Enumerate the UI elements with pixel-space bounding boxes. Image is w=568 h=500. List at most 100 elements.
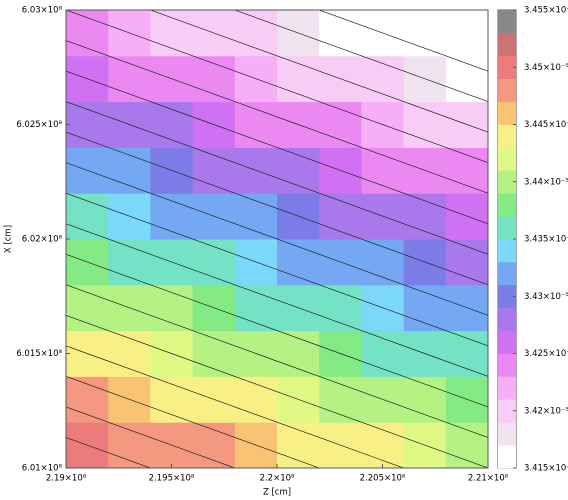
colorbar-tick-label: 3.445×10⁻⁵ <box>524 120 568 130</box>
heat-cell <box>319 10 362 57</box>
colorbar-band <box>498 239 516 263</box>
heat-cell <box>150 193 194 240</box>
heat-cell <box>361 239 405 286</box>
colorbar-band <box>498 284 516 308</box>
heat-cell <box>361 147 405 194</box>
heat-cell <box>403 284 447 332</box>
y-tick-label: 6.01×10⁸ <box>22 464 63 474</box>
heat-cell <box>277 239 320 286</box>
x-tick-label: 2.2×10⁸ <box>260 474 295 484</box>
colorbar-band <box>498 376 516 400</box>
colorbar-band <box>498 216 516 240</box>
heat-cell <box>403 376 447 423</box>
heat-cell <box>403 101 447 148</box>
heat-cell <box>192 55 236 103</box>
colorbar-tick-label: 3.415×10⁻⁵ <box>524 464 568 474</box>
contour-line <box>149 10 488 133</box>
contour-line <box>66 10 488 164</box>
contour-line <box>233 10 488 102</box>
contour-line <box>66 314 488 468</box>
colorbar-band <box>498 78 516 102</box>
heat-cell <box>66 193 109 240</box>
heat-cell <box>192 422 236 468</box>
heat-cell <box>108 239 151 286</box>
heat-cell <box>192 330 236 377</box>
heat-cell <box>66 284 109 332</box>
y-tick-label: 6.015×10⁸ <box>16 349 62 359</box>
colorbar-tick-label: 3.43×10⁻⁵ <box>524 292 568 302</box>
heat-cell <box>445 422 488 468</box>
y-axis-label: X [cm] <box>4 225 14 253</box>
y-tick-label: 6.025×10⁸ <box>16 120 62 130</box>
colorbar-band <box>498 147 516 171</box>
heat-cell <box>108 422 151 468</box>
colorbar-band <box>498 124 516 148</box>
colorbar-band <box>498 353 516 377</box>
heat-cell <box>150 376 194 423</box>
heat-cell <box>108 147 151 194</box>
colorbar-tick-label: 3.42×10⁻⁵ <box>524 406 568 416</box>
heat-cell <box>277 55 320 103</box>
y-tick-label: 6.03×10⁸ <box>22 6 63 16</box>
colorbar-band <box>498 32 516 57</box>
heat-cell <box>445 330 488 377</box>
colorbar-band <box>498 55 516 79</box>
heat-cell <box>445 147 488 194</box>
x-tick-label: 2.21×10⁸ <box>468 474 509 484</box>
colorbar-tick-label: 3.45×10⁻⁵ <box>524 63 568 73</box>
heat-cell <box>192 239 236 286</box>
heat-cell <box>403 193 447 240</box>
heat-cell <box>319 376 362 423</box>
colorbar-tick-label: 3.435×10⁻⁵ <box>524 235 568 245</box>
heat-cell <box>445 239 488 286</box>
heat-cell <box>361 330 405 377</box>
colorbar-tick-label: 3.44×10⁻⁵ <box>524 177 568 187</box>
heat-cell <box>445 10 488 57</box>
x-tick-label: 2.19×10⁸ <box>46 474 87 484</box>
colorbar-band <box>498 10 516 34</box>
contour-line <box>66 345 405 468</box>
heat-cell <box>108 330 151 377</box>
heat-cell <box>192 147 236 194</box>
colorbar-band <box>498 399 516 423</box>
colorbar-band <box>498 261 516 286</box>
colorbar-tick-label: 3.425×10⁻⁵ <box>524 349 568 359</box>
y-tick-label: 6.02×10⁸ <box>22 235 63 245</box>
colorbar-tick-label: 3.455×10⁻⁵ <box>524 6 568 16</box>
heat-cell <box>277 422 320 468</box>
heat-cell <box>234 10 278 57</box>
heat-cell <box>319 284 362 332</box>
heat-cell <box>277 330 320 377</box>
heat-cell <box>66 376 109 423</box>
contour-line <box>66 376 321 468</box>
colorbar-band <box>498 101 516 125</box>
heat-cell <box>361 422 405 468</box>
colorbar-band <box>498 193 516 217</box>
heat-cell <box>234 284 278 332</box>
heat-cell <box>150 101 194 148</box>
heat-cell <box>277 147 320 194</box>
heat-cell <box>66 10 109 57</box>
colorbar-band <box>498 307 516 331</box>
heat-cell <box>319 101 362 148</box>
colorbar-band <box>498 445 516 469</box>
heat-cell <box>445 55 488 103</box>
heat-cell <box>403 10 447 57</box>
heat-cell <box>361 55 405 103</box>
heat-cell <box>234 376 278 423</box>
x-tick-label: 2.195×10⁸ <box>149 474 195 484</box>
heat-cell <box>66 101 109 148</box>
heat-cell <box>150 10 194 57</box>
heat-cell <box>108 55 151 103</box>
colorbar-band <box>498 170 516 194</box>
colorbar-band <box>498 422 516 446</box>
heat-cell <box>319 193 362 240</box>
x-axis-label: Z [cm] <box>263 488 291 498</box>
